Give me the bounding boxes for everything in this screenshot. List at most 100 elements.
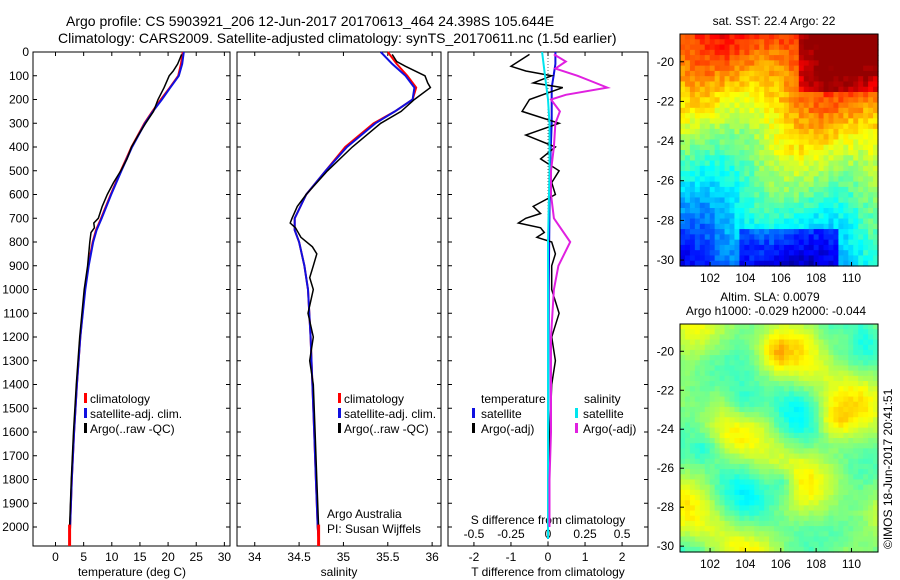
sla-cell xyxy=(823,520,830,527)
sst-cell xyxy=(749,92,755,98)
sla-cell xyxy=(823,381,830,387)
sst-cell xyxy=(808,49,815,56)
sst-cell xyxy=(848,144,854,151)
sst-cell xyxy=(843,197,849,204)
sst-cell xyxy=(684,192,691,199)
sla-cell xyxy=(843,412,849,418)
sst-cell xyxy=(769,118,775,125)
sst-cell xyxy=(783,118,790,125)
legend-label-satellite: satellite-adj. clim. xyxy=(90,407,182,421)
sla-cell xyxy=(843,370,849,377)
sla-cell xyxy=(714,484,721,491)
sst-cell xyxy=(734,70,740,77)
sst-cell xyxy=(793,49,800,56)
sla-cell xyxy=(788,360,795,367)
sst-cell xyxy=(828,255,835,262)
sla-cell xyxy=(788,500,795,506)
sla-cell xyxy=(823,463,830,470)
sst-cell xyxy=(774,55,780,61)
sst-cell xyxy=(729,86,736,93)
sla-cell xyxy=(684,453,691,460)
sst-cell xyxy=(764,202,770,209)
sst-cell xyxy=(729,218,736,225)
sla-cell xyxy=(779,344,785,351)
sst-cell xyxy=(699,208,706,214)
sst-cell xyxy=(759,134,765,141)
sst-cell xyxy=(783,229,790,235)
sla-cell xyxy=(689,448,696,455)
sla-cell xyxy=(680,381,686,387)
sst-cell xyxy=(833,171,839,177)
sla-cell xyxy=(769,365,775,372)
sst-cell xyxy=(823,150,830,156)
salinity-annotation-2: PI: Susan Wijffels xyxy=(327,522,421,536)
sst-cell xyxy=(769,86,775,93)
sst-cell xyxy=(769,60,775,67)
sst-cell xyxy=(769,139,775,146)
sst-cell xyxy=(724,144,731,151)
sst-map-title: sat. SST: 22.4 Argo: 22 xyxy=(713,14,836,28)
sst-cell xyxy=(769,260,775,267)
sla-cell xyxy=(699,334,706,341)
sla-cell xyxy=(873,443,879,449)
sla-cell xyxy=(699,546,706,553)
sla-cell xyxy=(853,489,859,496)
sst-cell xyxy=(868,181,874,188)
sla-cell xyxy=(828,391,835,398)
sla-cell xyxy=(838,526,844,532)
sst-cell xyxy=(853,139,859,146)
sst-cell xyxy=(823,181,830,188)
sla-cell xyxy=(828,365,835,372)
sla-cell xyxy=(774,495,780,501)
sla-cell xyxy=(779,349,785,356)
sst-cell xyxy=(803,165,810,172)
sst-cell xyxy=(858,234,864,241)
sst-cell xyxy=(739,202,745,209)
sla-cell xyxy=(749,386,755,392)
sla-cell xyxy=(828,453,835,460)
sst-cell xyxy=(803,60,810,67)
sla-cell xyxy=(699,370,706,377)
sla-cell xyxy=(833,463,839,470)
sst-cell xyxy=(754,192,760,199)
sla-cell xyxy=(838,510,844,517)
sst-cell xyxy=(724,49,731,56)
sst-cell xyxy=(704,176,711,183)
sst-cell xyxy=(808,176,815,183)
sst-cell xyxy=(803,192,810,199)
sst-cell xyxy=(808,118,815,125)
sla-cell xyxy=(764,417,770,424)
sst-cell xyxy=(704,255,711,262)
sst-cell xyxy=(828,150,835,156)
sst-cell xyxy=(694,97,701,104)
sst-cell xyxy=(704,39,711,46)
sst-cell xyxy=(769,70,775,77)
sla-cell xyxy=(739,324,745,330)
sst-cell xyxy=(719,128,726,135)
sst-cell xyxy=(699,144,706,151)
sst-cell xyxy=(759,192,765,199)
sla-cell xyxy=(783,396,790,403)
sla-cell xyxy=(783,370,790,377)
sla-cell xyxy=(724,453,731,460)
depth-tick-label: 800 xyxy=(9,235,29,249)
sst-cell xyxy=(808,202,815,209)
sla-cell xyxy=(788,479,795,486)
sla-cell xyxy=(788,520,795,527)
sst-cell xyxy=(764,239,770,246)
sst-cell xyxy=(774,197,780,204)
sla-cell xyxy=(704,412,711,418)
sla-cell xyxy=(843,386,849,392)
sst-cell xyxy=(843,76,849,83)
sla-cell xyxy=(744,396,750,403)
sla-cell xyxy=(680,432,686,439)
sst-cell xyxy=(744,81,750,88)
sst-cell xyxy=(838,86,844,93)
sst-cell xyxy=(779,229,785,235)
sst-cell xyxy=(828,134,835,141)
sla-cell xyxy=(689,479,696,486)
sla-cell xyxy=(808,329,815,335)
sst-cell xyxy=(714,55,721,61)
sst-cell xyxy=(843,202,849,209)
sla-cell xyxy=(818,531,825,538)
